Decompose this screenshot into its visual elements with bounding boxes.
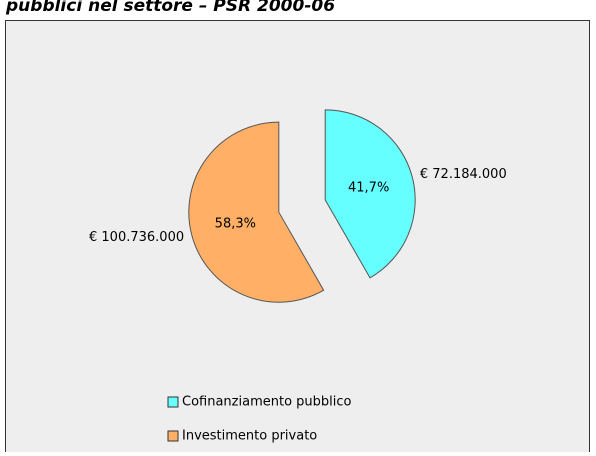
chart-frame	[5, 20, 590, 456]
amount-label: € 72.184.000	[420, 167, 507, 182]
slice-label: 41,7%	[348, 181, 389, 196]
pie-slice	[188, 121, 325, 303]
pie-slice	[324, 109, 416, 279]
chart-title: pubblici nel settore – PSR 2000-06	[5, 0, 335, 16]
legend-label: Investimento privato	[182, 429, 317, 444]
amount-label: € 100.736.000	[89, 230, 184, 245]
legend-swatch	[167, 396, 179, 408]
legend-swatch	[167, 430, 179, 442]
legend-label: Cofinanziamento pubblico	[182, 395, 352, 410]
slice-label: 58,3%	[215, 216, 256, 231]
